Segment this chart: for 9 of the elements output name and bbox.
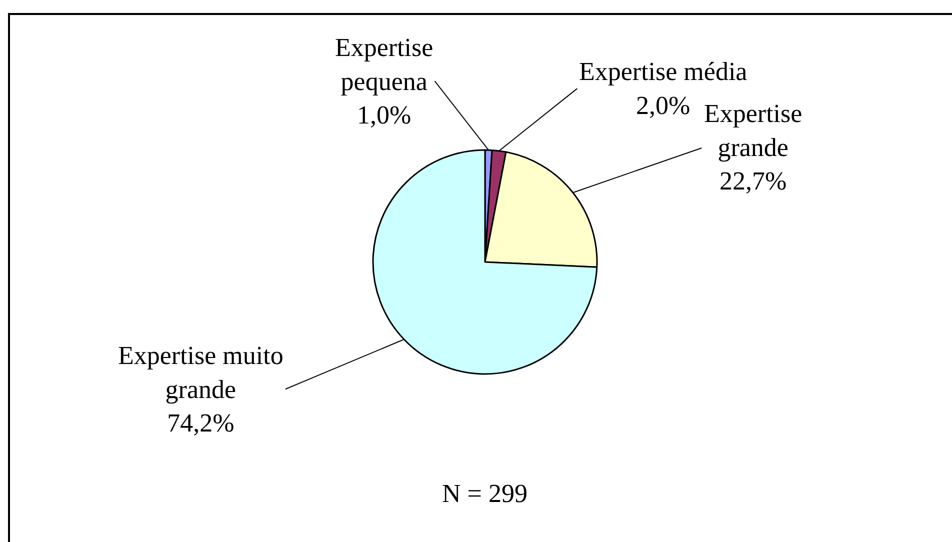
data-label: 74,2%	[167, 408, 234, 438]
slice-label: Expertise pequena	[335, 33, 434, 96]
data-label: 1,0%	[357, 100, 412, 130]
data-label: 2,0%	[636, 90, 690, 120]
text: N = 299	[442, 479, 528, 508]
slice-label: Expertise grande	[704, 99, 802, 162]
slice-label: Expertise média	[579, 57, 748, 86]
data-label: 22,7%	[720, 166, 787, 196]
slice-label: Expertise muito grande	[118, 341, 284, 404]
